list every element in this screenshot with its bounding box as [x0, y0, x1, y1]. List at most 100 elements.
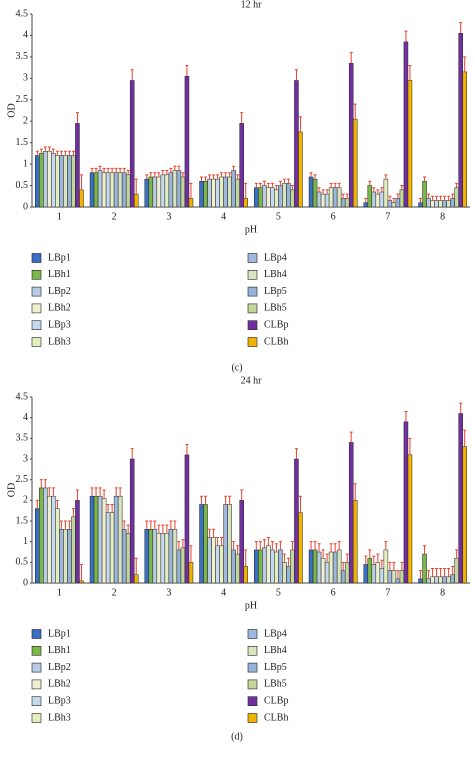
- error-bar: [423, 176, 427, 182]
- bar: [258, 187, 263, 208]
- bar: [430, 576, 435, 584]
- legend-swatch: [31, 253, 42, 263]
- legend-swatch: [247, 662, 258, 673]
- bar: [312, 178, 318, 208]
- bar: [207, 178, 212, 208]
- error-bar: [404, 410, 408, 422]
- error-bar: [368, 549, 372, 559]
- y-tick-label: 2: [23, 495, 28, 506]
- bar: [243, 198, 248, 208]
- error-bar: [126, 524, 130, 534]
- error-bar: [232, 165, 236, 171]
- bar: [105, 172, 111, 208]
- bar: [79, 189, 84, 208]
- error-bar: [114, 487, 118, 497]
- error-bar: [244, 549, 248, 567]
- y-tick-label: 3.5: [16, 51, 29, 62]
- error-bar: [341, 193, 345, 199]
- error-bar: [372, 187, 376, 192]
- bar: [336, 549, 342, 584]
- error-bar: [79, 174, 83, 190]
- error-bar: [404, 30, 408, 42]
- bar: [168, 172, 174, 208]
- error-bar: [388, 561, 392, 571]
- bar: [51, 153, 56, 208]
- error-bar: [157, 524, 161, 534]
- error-bar: [149, 172, 153, 177]
- bar: [282, 562, 287, 584]
- bar: [363, 202, 369, 208]
- bar: [164, 174, 170, 208]
- error-bar: [329, 543, 333, 552]
- error-bar: [200, 495, 204, 505]
- bar: [383, 178, 389, 208]
- bar: [152, 176, 158, 208]
- error-bar: [134, 178, 138, 195]
- bar: [125, 533, 131, 584]
- legend-label: LBp4: [264, 252, 287, 263]
- error-bar: [216, 537, 220, 546]
- error-bar: [325, 189, 329, 195]
- y-tick-label: 2: [23, 116, 28, 127]
- y-tick-label: 4: [23, 30, 28, 41]
- error-bar: [270, 182, 274, 188]
- bar: [274, 551, 279, 584]
- bar: [395, 198, 401, 208]
- legend-swatch: [247, 696, 258, 707]
- error-bar: [262, 180, 266, 186]
- error-bar: [106, 503, 110, 513]
- error-bar: [431, 568, 435, 577]
- error-bar: [67, 150, 71, 156]
- x-tick-label: 6: [331, 587, 336, 598]
- bar: [379, 568, 385, 584]
- bar: [286, 566, 291, 584]
- error-bar: [384, 541, 388, 550]
- error-bar: [431, 195, 435, 201]
- error-bar: [443, 568, 447, 577]
- x-tick-label: 7: [385, 211, 390, 222]
- error-bar: [189, 545, 193, 563]
- bar: [294, 80, 299, 208]
- bar: [109, 172, 115, 208]
- bar: [434, 200, 439, 208]
- legend-swatch: [247, 713, 258, 723]
- bar: [144, 529, 150, 584]
- bar: [211, 537, 216, 584]
- bar: [348, 442, 354, 584]
- error-bar: [63, 150, 67, 156]
- x-tick-label: 3: [166, 211, 171, 222]
- error-bar: [439, 195, 443, 201]
- error-bar: [220, 172, 224, 177]
- error-bar: [298, 116, 302, 132]
- bar: [51, 495, 56, 584]
- bar: [223, 176, 228, 208]
- legend-label: LBh1: [48, 269, 71, 280]
- error-bar: [258, 182, 262, 188]
- legend-swatch: [31, 662, 42, 673]
- bar: [387, 570, 393, 584]
- error-bar: [298, 495, 302, 513]
- bar: [254, 549, 259, 584]
- error-bar: [396, 193, 400, 199]
- error-bar: [337, 541, 341, 550]
- x-tick-label: 8: [440, 211, 445, 222]
- y-tick-label: 0: [23, 201, 28, 212]
- error-bar: [459, 402, 463, 414]
- bar: [101, 498, 107, 584]
- bar: [454, 557, 459, 584]
- error-bar: [55, 499, 59, 509]
- error-bar: [455, 182, 459, 188]
- error-bar: [145, 520, 149, 530]
- y-tick-label: 1: [23, 158, 28, 169]
- bar: [430, 200, 435, 208]
- y-tick-label: 4.5: [16, 391, 29, 402]
- bar: [67, 529, 72, 584]
- bar: [332, 551, 338, 584]
- error-bar: [126, 170, 130, 175]
- legend-swatch: [31, 679, 42, 690]
- error-bar: [408, 64, 412, 81]
- error-bar: [455, 549, 459, 559]
- bar: [458, 33, 463, 208]
- x-axis-label: pH: [245, 600, 257, 611]
- bar: [399, 570, 405, 584]
